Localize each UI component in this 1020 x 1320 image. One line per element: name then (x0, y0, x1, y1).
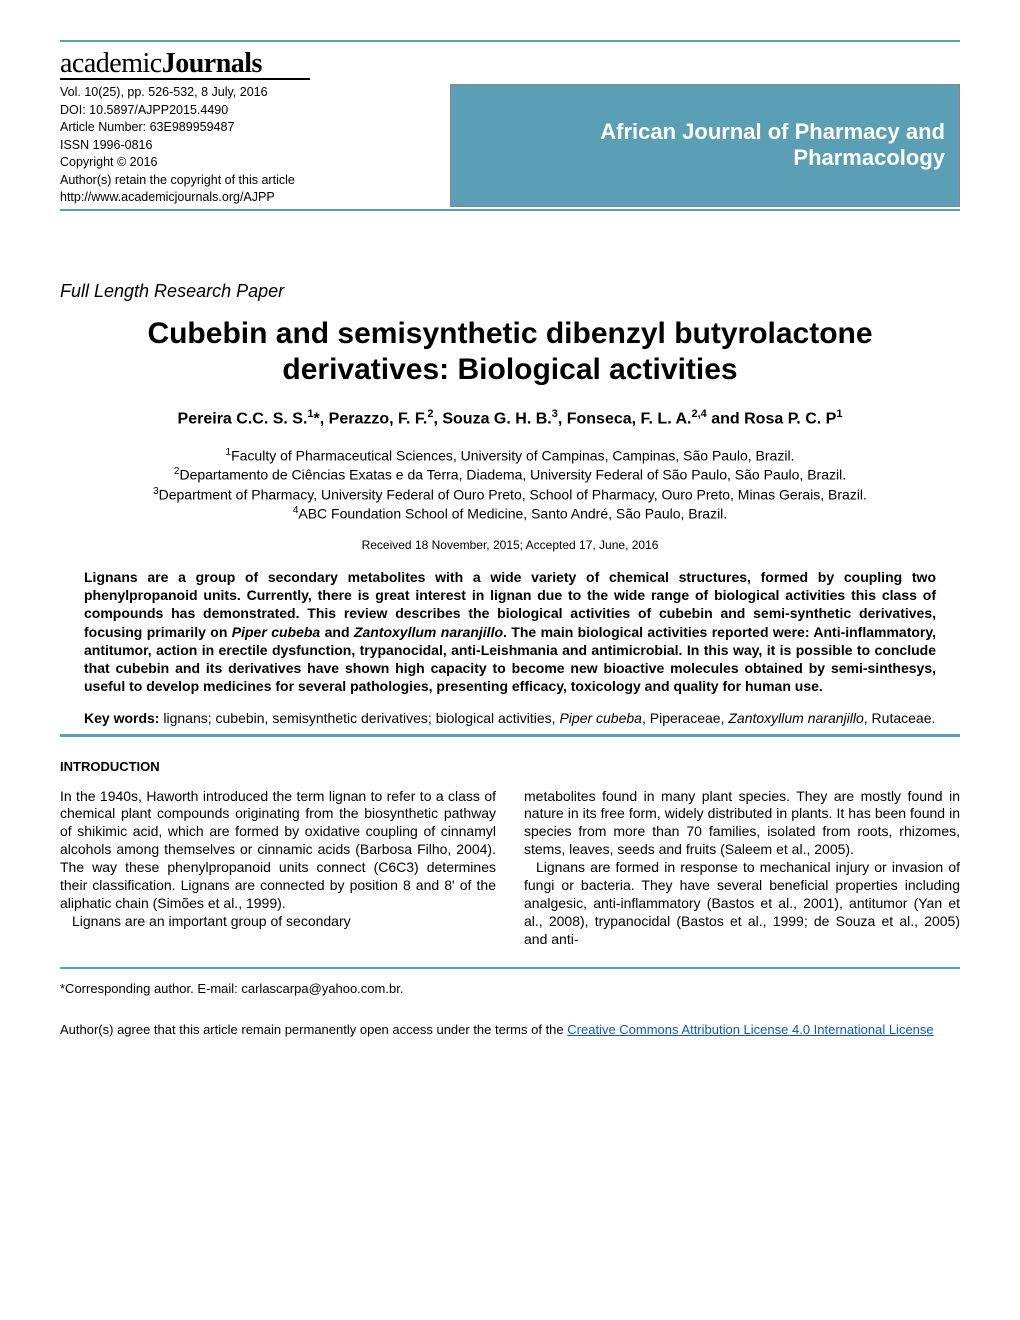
affiliations: 1Faculty of Pharmaceutical Sciences, Uni… (60, 446, 960, 524)
column-left: In the 1940s, Haworth introduced the ter… (60, 788, 496, 949)
affiliation-3: 3Department of Pharmacy, University Fede… (60, 485, 960, 505)
keywords: Key words: lignans; cubebin, semisynthet… (84, 709, 936, 727)
received-accepted-dates: Received 18 November, 2015; Accepted 17,… (60, 538, 960, 552)
section-heading-introduction: INTRODUCTION (60, 759, 960, 774)
affiliation-1: 1Faculty of Pharmaceutical Sciences, Uni… (60, 446, 960, 466)
journal-line2: Pharmacology (465, 145, 945, 171)
species-1: Piper cubeba (232, 624, 320, 640)
author-1: Pereira C.C. S. S. (178, 410, 308, 427)
col2-para1: metabolites found in many plant species.… (524, 788, 960, 860)
author-3: , Souza G. H. B. (433, 410, 551, 427)
paper-type: Full Length Research Paper (60, 281, 960, 302)
meta-article-number: Article Number: 63E989959487 (60, 119, 450, 137)
footer-rule: *Corresponding author. E-mail: carlascar… (60, 967, 960, 1041)
body-columns: In the 1940s, Haworth introduced the ter… (60, 788, 960, 949)
author-star: *, (314, 410, 329, 427)
author-4-aff: 2,4 (691, 408, 706, 420)
meta-url: http://www.academicjournals.org/AJPP (60, 189, 450, 207)
authors-line: Pereira C.C. S. S.1*, Perazzo, F. F.2, S… (60, 408, 960, 428)
license-statement: Author(s) agree that this article remain… (60, 1020, 960, 1041)
journal-line1: African Journal of Pharmacy and (465, 119, 945, 145)
affiliation-2: 2Departamento de Ciências Exatas e da Te… (60, 465, 960, 485)
col1-para2: Lignans are an important group of second… (60, 913, 496, 931)
affiliation-4: 4ABC Foundation School of Medicine, Sant… (60, 504, 960, 524)
meta-copyright: Copyright © 2016 (60, 154, 450, 172)
species-2: Zantoxyllum naranjillo (354, 624, 503, 640)
col2-para2: Lignans are formed in response to mechan… (524, 859, 960, 949)
header-row: Vol. 10(25), pp. 526-532, 8 July, 2016 D… (60, 84, 960, 207)
top-rule (60, 40, 960, 42)
license-link[interactable]: Creative Commons Attribution License 4.0… (567, 1022, 933, 1037)
meta-doi: DOI: 10.5897/AJPP2015.4490 (60, 102, 450, 120)
abstract-bottom-rule (60, 734, 960, 737)
author-5-aff: 1 (836, 408, 842, 420)
meta-retain: Author(s) retain the copyright of this a… (60, 172, 450, 190)
publisher-logo: academicJournals (60, 48, 960, 80)
author-5: and Rosa P. C. P (707, 410, 837, 427)
col1-para1: In the 1940s, Haworth introduced the ter… (60, 788, 496, 913)
logo-part2: Journals (162, 48, 262, 79)
meta-issn: ISSN 1996-0816 (60, 137, 450, 155)
header-bottom-rule (60, 209, 960, 211)
column-right: metabolites found in many plant species.… (524, 788, 960, 949)
abstract: Lignans are a group of secondary metabol… (84, 568, 936, 695)
journal-name-cell: African Journal of Pharmacy and Pharmaco… (450, 84, 960, 207)
footer: *Corresponding author. E-mail: carlascar… (60, 979, 960, 1041)
metadata-column: Vol. 10(25), pp. 526-532, 8 July, 2016 D… (60, 84, 450, 207)
logo-part1: academic (60, 48, 162, 79)
author-2: Perazzo, F. F. (329, 410, 428, 427)
meta-volume: Vol. 10(25), pp. 526-532, 8 July, 2016 (60, 84, 450, 102)
corresponding-author: *Corresponding author. E-mail: carlascar… (60, 979, 960, 1000)
article-title: Cubebin and semisynthetic dibenzyl butyr… (60, 316, 960, 388)
keywords-label: Key words: (84, 710, 159, 726)
author-4: , Fonseca, F. L. A. (558, 410, 692, 427)
